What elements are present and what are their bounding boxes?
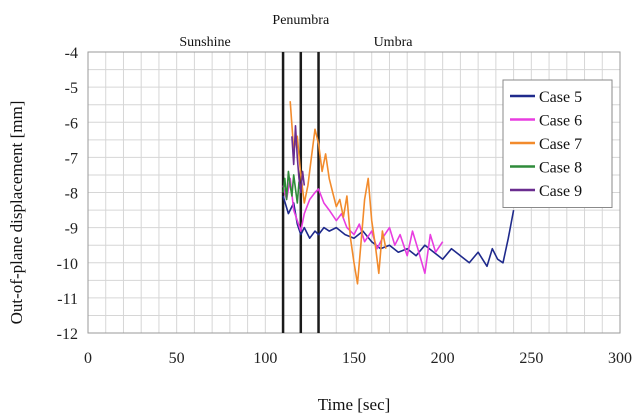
series-line-case-6 bbox=[282, 177, 444, 275]
x-tick-label: 200 bbox=[431, 350, 455, 367]
axis-ticks: 0 50 100 150 200 250 300 -4 -5 -6 -7 -8 -9 -10 -11 -12 bbox=[57, 45, 632, 367]
y-tick-label: -10 bbox=[57, 256, 78, 273]
x-tick-label: 150 bbox=[342, 350, 366, 367]
series-line-case-7 bbox=[289, 101, 387, 285]
legend: Case 5 Case 6 Case 7 Case 8 Case 9 bbox=[502, 79, 613, 208]
series-line-case-9 bbox=[291, 125, 306, 194]
x-tick-label: 300 bbox=[608, 350, 632, 367]
x-tick-label: 250 bbox=[519, 350, 543, 367]
x-tick-label: 100 bbox=[253, 350, 277, 367]
y-tick-label: -8 bbox=[65, 186, 78, 203]
phase-label-penumbra: Penumbra bbox=[272, 13, 330, 28]
phase-label-sunshine: Sunshine bbox=[179, 35, 230, 50]
series-line-case-8 bbox=[282, 170, 302, 204]
y-tick-label: -7 bbox=[65, 150, 78, 167]
y-tick-label: -9 bbox=[65, 221, 78, 238]
y-tick-label: -12 bbox=[57, 326, 78, 343]
x-tick-label: 0 bbox=[84, 350, 92, 367]
plot-area bbox=[87, 51, 621, 334]
legend-label-case-6: Case 6 bbox=[539, 113, 582, 130]
phase-label-umbra: Umbra bbox=[374, 35, 414, 50]
x-axis-title: Time [sec] bbox=[318, 395, 391, 414]
legend-label-case-9: Case 9 bbox=[539, 183, 582, 200]
legend-label-case-5: Case 5 bbox=[539, 89, 582, 106]
phase-labels: Sunshine Penumbra Umbra bbox=[179, 13, 413, 50]
x-tick-label: 50 bbox=[169, 350, 185, 367]
legend-label-case-8: Case 8 bbox=[539, 160, 582, 177]
y-tick-label: -5 bbox=[65, 80, 78, 97]
y-tick-label: -4 bbox=[65, 45, 78, 62]
y-tick-label: -11 bbox=[57, 291, 78, 308]
y-axis-title: Out-of-plane displacement [mm] bbox=[7, 101, 26, 325]
legend-label-case-7: Case 7 bbox=[539, 136, 582, 153]
y-tick-label: -6 bbox=[65, 115, 78, 132]
series-lines bbox=[282, 101, 515, 285]
